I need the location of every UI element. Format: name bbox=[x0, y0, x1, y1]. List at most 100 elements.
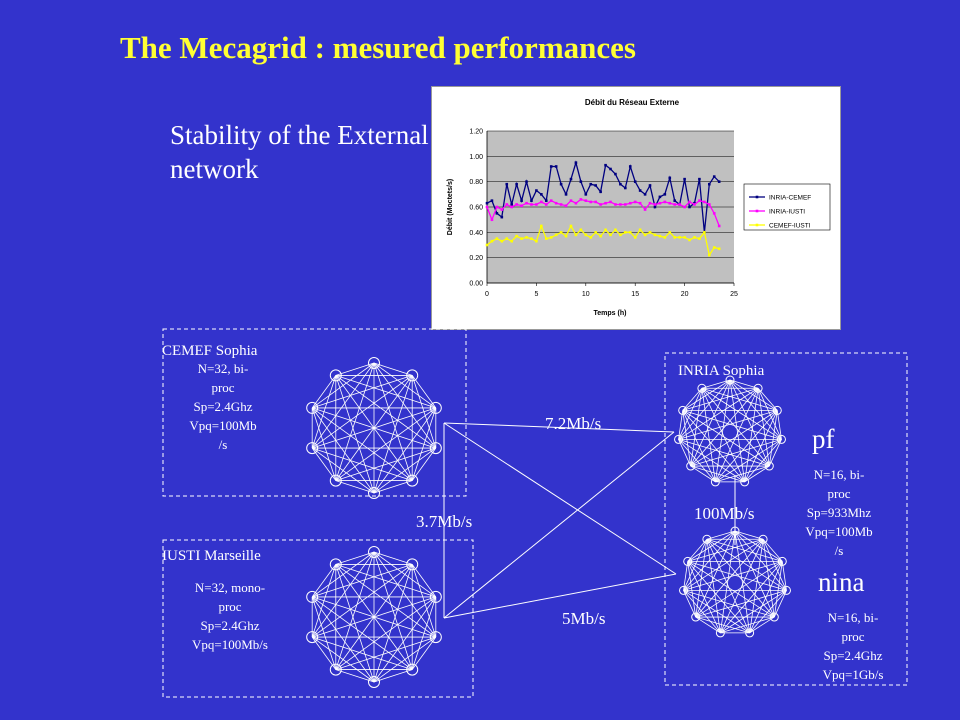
data-point-inria-cemef bbox=[614, 172, 617, 176]
pf-cluster-graph bbox=[674, 375, 786, 487]
cluster-edge bbox=[311, 407, 375, 494]
cluster-edge bbox=[311, 636, 337, 670]
data-point-inria-iusti bbox=[658, 201, 662, 205]
data-point-inria-iusti bbox=[609, 200, 612, 204]
data-point-inria-iusti bbox=[712, 212, 716, 215]
x-tick-label: 5 bbox=[534, 291, 538, 298]
cluster-edge bbox=[335, 375, 436, 409]
x-tick-label: 25 bbox=[730, 291, 738, 298]
cluster-edge bbox=[311, 407, 337, 481]
cluster-node bbox=[753, 383, 763, 393]
cluster-edge bbox=[701, 387, 778, 411]
chart-series bbox=[485, 160, 721, 257]
cemef-spec-line: /s bbox=[218, 437, 228, 452]
data-point-inria-cemef bbox=[624, 186, 627, 190]
data-point-inria-iusti bbox=[599, 203, 602, 206]
data-point-inria-iusti bbox=[485, 205, 489, 209]
cluster-edge bbox=[734, 530, 764, 540]
cluster-edge bbox=[744, 465, 770, 483]
cluster-node bbox=[329, 558, 342, 571]
data-point-cemef-iusti bbox=[643, 233, 647, 237]
nina-spec-line: Vpq=1Gb/s bbox=[822, 667, 884, 682]
data-point-inria-cemef bbox=[579, 180, 583, 183]
data-point-inria-iusti bbox=[638, 201, 642, 205]
cluster-edge bbox=[773, 590, 787, 618]
nina-cluster-graph bbox=[679, 526, 791, 638]
data-point-cemef-iusti bbox=[717, 247, 721, 251]
data-point-inria-iusti bbox=[624, 203, 627, 206]
legend-marker-inria-cemef bbox=[755, 195, 759, 199]
cluster-edge bbox=[695, 616, 721, 634]
cluster-edge bbox=[311, 636, 375, 683]
data-point-inria-cemef bbox=[594, 184, 597, 187]
data-point-inria-cemef bbox=[510, 203, 513, 206]
cluster-edge bbox=[311, 596, 375, 683]
cluster-edge bbox=[411, 636, 437, 670]
cluster-edge bbox=[312, 447, 413, 481]
cluster-node bbox=[772, 405, 782, 415]
data-point-cemef-iusti bbox=[485, 243, 489, 247]
data-point-cemef-iusti bbox=[599, 234, 602, 238]
data-point-inria-cemef bbox=[658, 195, 662, 199]
data-point-cemef-iusti bbox=[520, 237, 523, 240]
iusti-spec-line: N=32, mono- bbox=[194, 580, 266, 595]
cluster-edge bbox=[311, 564, 337, 598]
data-point-inria-cemef bbox=[633, 180, 637, 183]
data-point-cemef-iusti bbox=[614, 228, 617, 232]
cluster-edge bbox=[411, 375, 437, 409]
data-point-inria-iusti bbox=[495, 205, 499, 209]
cluster-edge bbox=[687, 530, 736, 562]
data-point-inria-cemef bbox=[544, 199, 548, 202]
y-tick-label: 1.20 bbox=[469, 129, 483, 136]
cluster-edge bbox=[678, 439, 692, 467]
data-point-inria-cemef bbox=[574, 161, 578, 164]
cluster-edge bbox=[687, 561, 697, 618]
cluster-edge bbox=[335, 375, 413, 481]
data-point-inria-iusti bbox=[574, 201, 578, 205]
data-point-inria-iusti bbox=[619, 203, 622, 206]
cluster-node bbox=[429, 442, 442, 455]
data-point-inria-iusti bbox=[668, 201, 672, 205]
cluster-edge bbox=[687, 561, 787, 591]
cluster-edge bbox=[682, 387, 703, 411]
cluster-node bbox=[368, 487, 380, 499]
data-point-inria-iusti bbox=[663, 200, 667, 204]
nina-cluster-label: nina bbox=[818, 567, 865, 597]
data-point-inria-cemef bbox=[530, 199, 533, 202]
pf-cluster-label: pf bbox=[812, 424, 835, 454]
cluster-edge bbox=[749, 616, 775, 634]
cluster-edge bbox=[373, 596, 437, 683]
legend-marker-cemef-iusti bbox=[755, 223, 759, 227]
cluster-node bbox=[679, 585, 689, 595]
cluster-graphs bbox=[306, 357, 791, 688]
cluster-edge bbox=[335, 447, 436, 481]
cluster-edge bbox=[373, 407, 437, 494]
cluster-edge bbox=[335, 480, 375, 494]
pf-spec: N=16, bi- proc Sp=933Mhz Vpq=100Mb /s bbox=[792, 465, 886, 560]
data-point-inria-iusti bbox=[520, 204, 523, 208]
data-point-inria-iusti bbox=[703, 200, 706, 204]
data-point-cemef-iusti bbox=[653, 233, 657, 237]
cluster-node bbox=[429, 631, 442, 644]
cluster-edge bbox=[335, 564, 413, 670]
iusti-site-label: IUSTI Marseille bbox=[162, 548, 261, 564]
data-point-inria-iusti bbox=[490, 218, 494, 221]
cluster-node bbox=[691, 612, 701, 622]
cluster-edge bbox=[768, 439, 782, 467]
cluster-edge bbox=[311, 362, 375, 449]
data-point-inria-iusti bbox=[500, 208, 504, 211]
data-point-cemef-iusti bbox=[683, 236, 686, 239]
data-point-inria-cemef bbox=[643, 193, 647, 196]
cluster-node bbox=[306, 401, 319, 414]
data-point-inria-iusti bbox=[584, 199, 588, 202]
data-point-inria-cemef bbox=[505, 182, 509, 186]
cluster-edge bbox=[706, 538, 787, 591]
data-point-cemef-iusti bbox=[540, 224, 543, 228]
cluster-edge bbox=[695, 538, 764, 618]
cluster-edge bbox=[311, 447, 337, 481]
data-point-inria-cemef bbox=[717, 180, 721, 183]
cluster-edge bbox=[373, 480, 413, 494]
y-axis-label: Débit (Moctets/s) bbox=[447, 179, 454, 235]
data-point-inria-iusti bbox=[569, 199, 573, 202]
data-point-cemef-iusti bbox=[579, 228, 583, 232]
